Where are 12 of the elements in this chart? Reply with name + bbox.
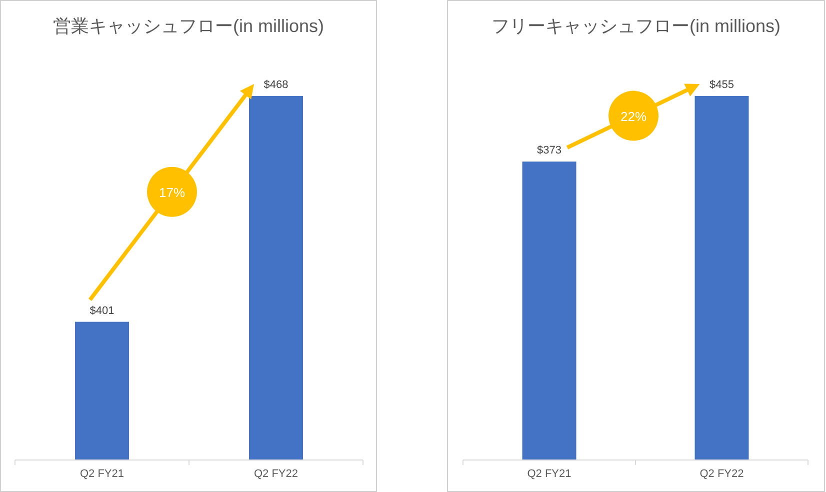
x-tick-label: Q2 FY21 <box>527 468 572 480</box>
chart-title: フリーキャッシュフロー(in millions) <box>491 16 781 36</box>
annotation: 17% <box>158 184 186 200</box>
data-label: $455 <box>710 79 734 91</box>
data-label: $373 <box>537 144 562 157</box>
annotation: 22% <box>620 108 647 124</box>
chart-title: 営業キャッシュフロー(in millions) <box>52 16 324 36</box>
x-tick-label: Q2 FY22 <box>254 468 298 480</box>
data-label: $401 <box>90 304 114 317</box>
x-tick-label: Q2 FY22 <box>700 468 744 480</box>
data-label: $468 <box>264 79 288 91</box>
x-tick-label: Q2 FY21 <box>80 468 124 480</box>
